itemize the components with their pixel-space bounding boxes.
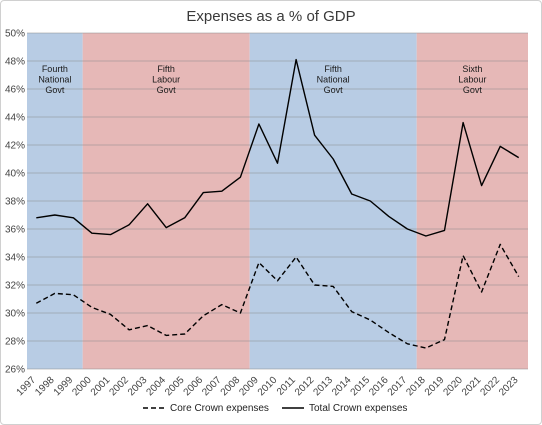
legend-label-0: Core Crown expenses <box>170 403 269 414</box>
x-tick-label: 1999 <box>52 374 76 398</box>
y-tick-label: 40% <box>5 169 25 180</box>
x-tick-label: 2023 <box>497 374 521 398</box>
y-tick-label: 32% <box>5 281 25 292</box>
x-tick-label: 2004 <box>145 374 169 398</box>
x-tick-label: 2012 <box>293 374 317 398</box>
y-tick-label: 46% <box>5 85 25 96</box>
legend: Core Crown expenses Total Crown expenses <box>143 403 407 414</box>
y-tick-label: 48% <box>5 57 25 68</box>
chart-title: Expenses as a % of GDP <box>186 8 355 25</box>
govt-band-label-line: Govt <box>463 85 483 95</box>
x-tick-label: 2002 <box>107 374 131 398</box>
govt-band-label-line: Fifth <box>324 64 342 74</box>
x-tick-label: 2014 <box>330 374 354 398</box>
legend-label-1: Total Crown expenses <box>309 403 407 414</box>
x-tick-label: 2006 <box>182 374 206 398</box>
govt-band-label-2: Fifth National Govt <box>317 64 350 95</box>
govt-band-label-line: Sixth <box>462 64 482 74</box>
x-tick-label: 2005 <box>163 374 187 398</box>
x-tick-label: 2008 <box>219 374 243 398</box>
x-tick-label: 2016 <box>367 374 391 398</box>
x-tick-label: 2017 <box>386 374 410 398</box>
x-tick-label: 2001 <box>89 374 113 398</box>
x-tick-label: 1998 <box>33 374 57 398</box>
govt-band-label-0: Fourth National Govt <box>38 64 71 95</box>
x-tick-label: 2013 <box>312 374 336 398</box>
y-tick-label: 42% <box>5 141 25 152</box>
x-tick-label: 2000 <box>70 374 94 398</box>
x-tick-label: 2018 <box>404 374 428 398</box>
x-tick-label: 2003 <box>126 374 150 398</box>
x-tick-label: 2021 <box>460 374 484 398</box>
y-tick-label: 26% <box>5 365 25 376</box>
x-tick-label: 2010 <box>256 374 280 398</box>
govt-band-label-line: Labour <box>152 75 180 85</box>
y-tick-label: 44% <box>5 113 25 124</box>
govt-band-label-line: Fifth <box>157 64 175 74</box>
govt-band-label-line: National <box>38 75 71 85</box>
x-tick-label: 1997 <box>15 374 39 398</box>
series-line-total-crown <box>36 58 520 237</box>
x-tick-label: 2011 <box>275 374 298 397</box>
govt-band-label-1: Fifth Labour Govt <box>152 64 180 95</box>
x-tick-label: 2007 <box>200 374 224 398</box>
y-tick-label: 30% <box>5 309 25 320</box>
y-tick-label: 38% <box>5 197 25 208</box>
govt-band-label-3: Sixth Labour Govt <box>458 64 486 95</box>
x-tick-label: 2009 <box>237 374 261 398</box>
y-tick-label: 28% <box>5 337 25 348</box>
govt-band-label-line: Fourth <box>42 64 68 74</box>
series-lines <box>35 58 520 349</box>
x-tick-label: 2015 <box>349 374 373 398</box>
x-tick-label: 2019 <box>423 374 447 398</box>
govt-band-label-line: Govt <box>157 85 177 95</box>
y-tick-label: 50% <box>5 29 25 40</box>
x-tick-label: 2022 <box>479 374 503 398</box>
gridlines <box>27 32 528 370</box>
x-tick-label: 2020 <box>441 374 465 398</box>
govt-band-label-line: National <box>317 75 350 85</box>
govt-band-label-line: Govt <box>324 85 344 95</box>
govt-band-label-line: Labour <box>458 75 486 85</box>
series-line-core-crown <box>35 243 520 349</box>
y-tick-label: 34% <box>5 253 25 264</box>
y-tick-label: 36% <box>5 225 25 236</box>
govt-band-label-line: Govt <box>45 85 65 95</box>
